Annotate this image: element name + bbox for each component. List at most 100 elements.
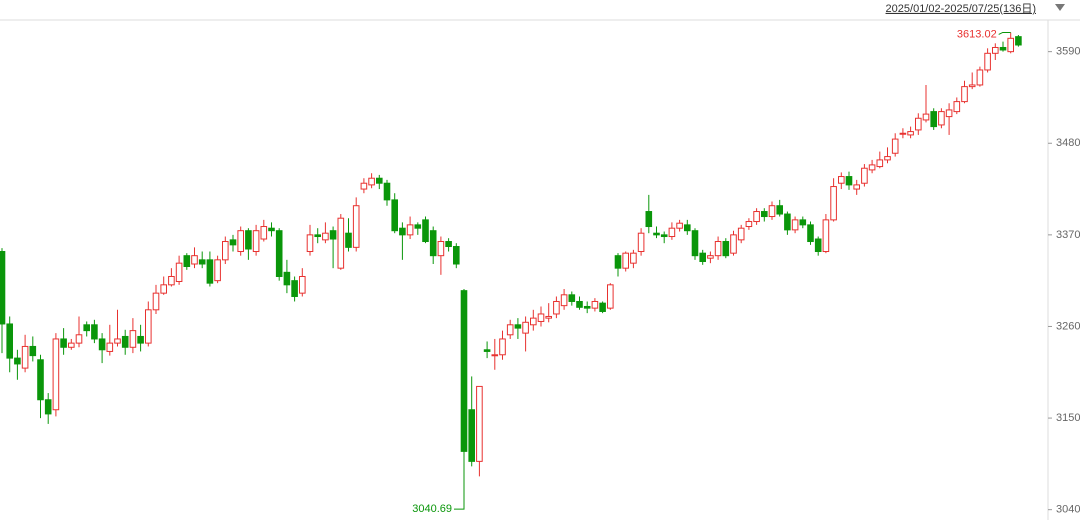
candle-body xyxy=(761,211,768,218)
dropdown-arrow[interactable] xyxy=(1055,4,1065,11)
candle-body xyxy=(568,294,576,302)
candle-body xyxy=(383,182,391,201)
candle-body xyxy=(44,399,52,415)
y-tick-label: 3150 xyxy=(1056,412,1080,424)
candle-body xyxy=(114,338,121,344)
candle-body xyxy=(999,46,1007,51)
candle-body xyxy=(807,224,814,243)
candle-body xyxy=(814,238,822,253)
candle-body xyxy=(591,300,599,309)
candle-body xyxy=(630,252,637,264)
candle-body xyxy=(499,338,506,356)
candle-body xyxy=(845,176,853,186)
candle-body xyxy=(522,321,529,334)
candle-body xyxy=(283,271,291,286)
min-leader xyxy=(454,505,465,510)
candle-body xyxy=(168,275,175,286)
candle-body xyxy=(691,230,699,257)
y-tick-label: 3480 xyxy=(1056,137,1080,149)
candle-body xyxy=(160,284,167,294)
candle-body xyxy=(961,86,968,103)
candle-body xyxy=(275,230,283,277)
candle-body xyxy=(868,164,876,171)
candle-body xyxy=(21,345,29,369)
candle-body xyxy=(106,342,114,352)
candle-body xyxy=(668,227,676,238)
candle-body xyxy=(976,69,984,86)
candle-body xyxy=(352,205,360,248)
candle-body xyxy=(460,290,468,452)
candle-body xyxy=(599,302,606,312)
candle-body xyxy=(98,338,106,351)
candle-body xyxy=(730,234,737,254)
candle-body xyxy=(429,230,437,257)
candle-body xyxy=(222,241,229,261)
candle-body xyxy=(121,335,129,348)
candle-body xyxy=(437,241,445,257)
candle-body xyxy=(853,184,861,190)
max-leader xyxy=(998,31,1011,35)
candle-body xyxy=(876,159,884,168)
candle-body xyxy=(214,259,221,282)
candle-body xyxy=(776,205,784,215)
candle-body xyxy=(260,226,268,240)
candle-body xyxy=(660,234,668,238)
candle-body xyxy=(1007,37,1015,53)
candle-body xyxy=(91,324,98,340)
candle-body xyxy=(645,211,653,228)
candle-body xyxy=(653,232,660,236)
candle-body xyxy=(784,213,791,231)
candle-body xyxy=(676,222,683,229)
y-tick-label: 3590 xyxy=(1056,46,1080,58)
candle-body xyxy=(684,224,691,232)
candle-body xyxy=(399,227,406,236)
candle-body xyxy=(984,52,991,71)
candle-body xyxy=(268,227,275,232)
candle-body xyxy=(791,219,799,231)
candle-body xyxy=(915,117,922,131)
candle-body xyxy=(237,230,244,253)
candle-body xyxy=(799,219,807,226)
candle-body xyxy=(699,252,707,263)
y-tick-label: 3370 xyxy=(1056,229,1080,241)
candle-body xyxy=(637,232,645,253)
candle-body xyxy=(322,232,329,241)
candle-body xyxy=(992,46,999,54)
candle-body xyxy=(175,262,183,282)
candle-body xyxy=(0,251,6,325)
candle-body xyxy=(368,177,375,186)
candle-body xyxy=(614,255,622,269)
candle-body xyxy=(83,324,91,332)
candle-body xyxy=(737,227,745,241)
candle-body xyxy=(68,342,75,348)
y-tick-label: 3260 xyxy=(1056,320,1080,332)
candle-body xyxy=(299,275,306,294)
candle-body xyxy=(345,232,352,248)
candle-body xyxy=(453,246,460,265)
candle-body xyxy=(506,324,514,336)
candle-body xyxy=(314,234,321,238)
candle-body xyxy=(206,259,214,284)
candle-body xyxy=(514,324,522,329)
candle-body xyxy=(198,259,206,265)
candle-body xyxy=(822,219,830,253)
candle-body xyxy=(422,219,429,243)
candle-body xyxy=(291,280,298,297)
period-label[interactable]: 2025/01/02-2025/07/25(136日) xyxy=(886,3,1036,15)
candle-body xyxy=(722,241,730,257)
candle-body xyxy=(245,230,252,250)
candle-body xyxy=(137,335,144,344)
candle-body xyxy=(622,252,630,269)
candle-body xyxy=(129,330,137,348)
candle-body xyxy=(884,156,891,161)
candle-body xyxy=(337,217,345,269)
candle-body xyxy=(229,239,237,246)
candle-body xyxy=(406,224,414,236)
candle-body xyxy=(560,294,568,307)
candle-body xyxy=(152,292,160,311)
max-annotation: 3613.02 xyxy=(957,28,997,40)
candle-body xyxy=(183,255,191,268)
candle-body xyxy=(553,300,560,315)
candle-body xyxy=(52,338,60,411)
